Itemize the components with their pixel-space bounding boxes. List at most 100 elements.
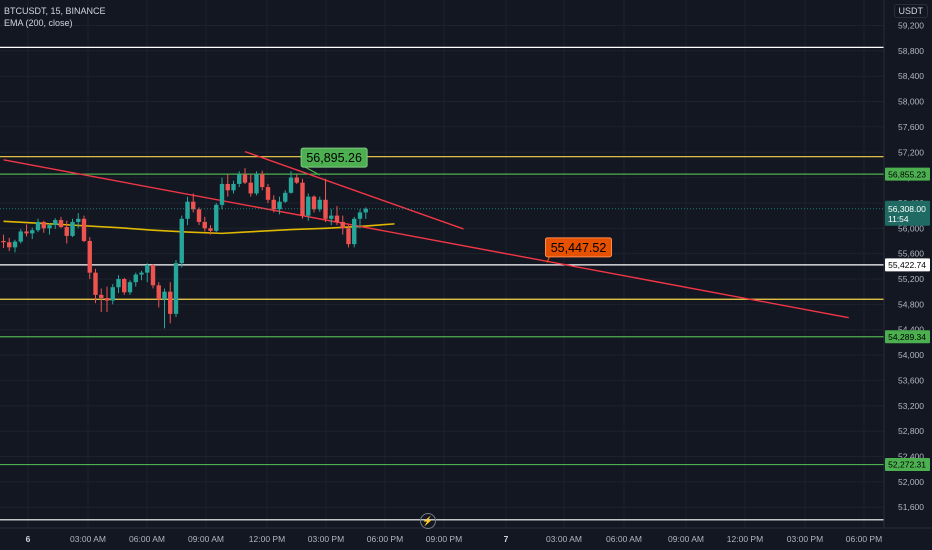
candle-body xyxy=(81,218,87,241)
horizontal-levels xyxy=(0,46,884,521)
time-tick-label: 03:00 PM xyxy=(787,534,823,544)
time-tick-label: 09:00 PM xyxy=(426,534,462,544)
time-tick-label: 06:00 AM xyxy=(606,534,642,544)
candle-body xyxy=(225,183,230,191)
time-tick-label: 03:00 AM xyxy=(546,534,582,544)
time-tick-label: 03:00 PM xyxy=(308,534,344,544)
candle-body xyxy=(329,215,334,219)
candle-body xyxy=(24,231,29,234)
candle-body xyxy=(110,287,115,301)
price-tick-label: 57,600 xyxy=(898,122,924,132)
callout-pointer xyxy=(304,166,321,176)
candle-body xyxy=(277,201,282,210)
candle-body xyxy=(12,241,18,248)
candle-body xyxy=(340,221,345,229)
last-price-tag xyxy=(885,200,930,226)
price-tick-label: 57,200 xyxy=(898,147,924,157)
level-price-tag xyxy=(885,167,930,181)
price-tick-label: 54,400 xyxy=(898,325,924,335)
time-tick-label: 06:00 PM xyxy=(846,534,882,544)
candle-body xyxy=(265,187,271,200)
price-tick-label: 54,000 xyxy=(898,350,924,360)
price-tick-label: 52,000 xyxy=(898,477,924,487)
trend-lines xyxy=(3,150,849,319)
callout-box xyxy=(545,237,612,258)
price-tick-label: 55,200 xyxy=(898,274,924,284)
candle-body xyxy=(191,201,196,210)
candle-body xyxy=(133,274,138,283)
callouts: 56,895.26 55,447.52 xyxy=(300,147,612,263)
currency-button[interactable]: USDT xyxy=(893,4,928,18)
price-tick-label: 51,600 xyxy=(898,502,924,512)
price-tick-label: 53,200 xyxy=(898,401,924,411)
price-tick-label: 58,400 xyxy=(898,71,924,81)
candle-body xyxy=(179,218,184,264)
level-price-tag xyxy=(885,258,930,272)
lightning-icon[interactable]: ⚡ xyxy=(420,513,436,529)
candle-body xyxy=(214,204,219,231)
level-price-tag xyxy=(885,330,930,344)
candle-body xyxy=(18,231,23,242)
last-price-label: 56,308.00 xyxy=(888,204,926,214)
candle-body xyxy=(363,208,368,213)
grid-lines xyxy=(0,0,884,528)
time-tick-label: 12:00 PM xyxy=(249,534,285,544)
time-tick-label: 06:00 PM xyxy=(367,534,403,544)
candle-body xyxy=(173,263,179,314)
candle-body xyxy=(185,201,190,219)
price-tick-label: 59,200 xyxy=(898,21,924,31)
trendline xyxy=(3,159,849,319)
candle-body xyxy=(156,285,161,300)
indicator-label[interactable]: EMA (200, close) xyxy=(4,18,73,28)
candle-body xyxy=(254,174,259,194)
time-tick-label: 7 xyxy=(504,534,509,544)
candle-body xyxy=(202,221,207,229)
candle-body xyxy=(58,220,64,228)
candle-body xyxy=(300,182,305,216)
candle-body xyxy=(260,174,265,188)
candle-body xyxy=(122,279,127,293)
price-tick-label: 58,000 xyxy=(898,97,924,107)
time-axis[interactable]: 6 03:00 AM 06:00 AM 09:00 AM 12:00 PM 03:00 P… xyxy=(0,527,932,550)
candle-body xyxy=(139,272,144,275)
candle-body xyxy=(248,182,253,194)
candle-body xyxy=(162,291,167,300)
candle-body xyxy=(271,199,276,210)
time-tick-label: 03:00 AM xyxy=(70,534,106,544)
symbol-title: BTCUSDT, 15, BINANCE xyxy=(4,6,106,16)
candle-body xyxy=(47,225,52,229)
level-price-label: 52,272.31 xyxy=(888,460,926,470)
candle-body xyxy=(196,209,202,222)
candle-body xyxy=(334,215,340,222)
candle-body xyxy=(346,228,351,245)
candle-body xyxy=(53,220,58,226)
price-tick-label: 58,800 xyxy=(898,46,924,56)
candle-body xyxy=(104,298,110,301)
callout-label: 55,447.52 xyxy=(551,241,607,255)
candle-body xyxy=(231,183,236,191)
time-tick-label: 12:00 PM xyxy=(727,534,763,544)
candle-body xyxy=(352,218,357,245)
time-tick-label: 09:00 AM xyxy=(188,534,224,544)
candle-body xyxy=(311,196,317,210)
candle-body xyxy=(237,174,242,184)
candle-body xyxy=(317,199,322,210)
time-tick-label: 6 xyxy=(26,534,31,544)
price-tick-label: 55,600 xyxy=(898,249,924,259)
candle-body xyxy=(116,279,121,288)
candle-body xyxy=(99,294,104,299)
candle-body xyxy=(127,282,133,293)
candle-body xyxy=(208,228,213,231)
candle-body xyxy=(242,174,248,183)
time-tick-label: 09:00 AM xyxy=(668,534,704,544)
time-tick-label: 06:00 AM xyxy=(129,534,165,544)
candle-body xyxy=(306,196,311,216)
trendline xyxy=(244,150,464,230)
price-tick-label: 52,400 xyxy=(898,451,924,461)
candle-body xyxy=(35,221,41,231)
price-tick-label: 54,800 xyxy=(898,299,924,309)
candle-body xyxy=(64,227,69,236)
candle-body xyxy=(70,221,75,236)
